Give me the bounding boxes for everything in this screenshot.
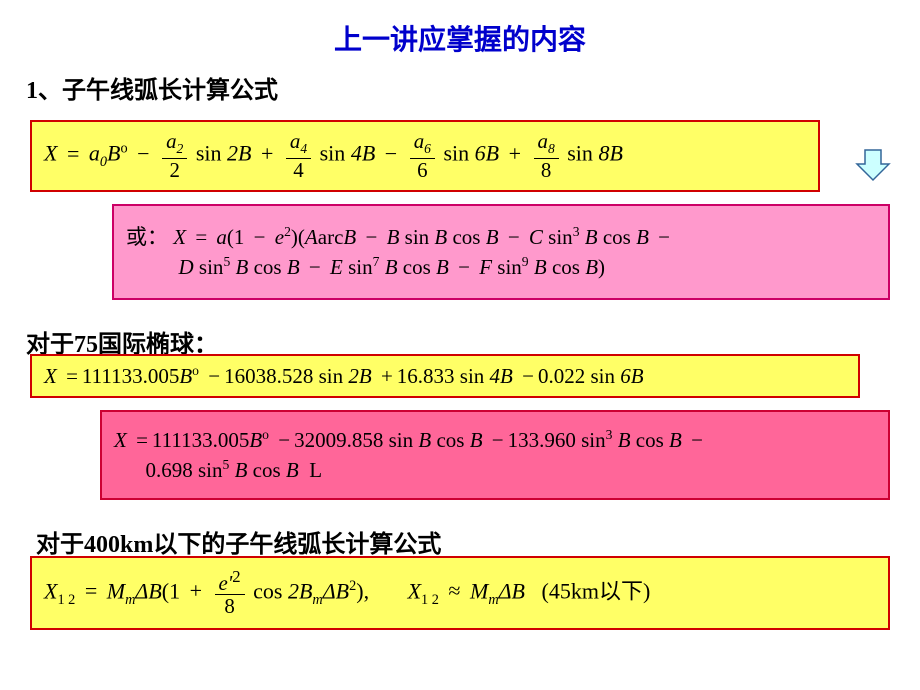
formula-2-content: 或： X = a(1 − e2)(AarcB − B sin B cos B −… bbox=[126, 222, 674, 283]
formula-4-content: X =111133.005Bo −32009.858 sin B cos B −… bbox=[114, 425, 707, 486]
page-title: 上一讲应掌握的内容 bbox=[0, 0, 920, 58]
formula-box-1: X = a0Bo − a22 sin 2B + a44 sin 4B − a66… bbox=[30, 120, 820, 192]
formula-5-note: (45km以下) bbox=[542, 578, 651, 603]
heading-1: 1、子午线弧长计算公式 bbox=[0, 70, 920, 105]
formula-box-5: X1 2 = MmΔB(1 + e'28 cos 2BmΔB2), X1 2 ≈… bbox=[30, 556, 890, 630]
formula-box-3: X =111133.005Bo −16038.528 sin 2B +16.83… bbox=[30, 354, 860, 398]
arrow-icon bbox=[852, 148, 894, 182]
formula-3-content: X =111133.005Bo −16038.528 sin 2B +16.83… bbox=[44, 361, 644, 391]
formula-2-prefix: 或： bbox=[126, 225, 168, 249]
formula-box-2: 或： X = a(1 − e2)(AarcB − B sin B cos B −… bbox=[112, 204, 890, 300]
formula-5-content: X1 2 = MmΔB(1 + e'28 cos 2BmΔB2), X1 2 ≈… bbox=[44, 568, 650, 619]
heading-3: 对于400km以下的子午线弧长计算公式 bbox=[10, 524, 441, 559]
formula-box-4: X =111133.005Bo −32009.858 sin B cos B −… bbox=[100, 410, 890, 500]
formula-1-content: X = a0Bo − a22 sin 2B + a44 sin 4B − a66… bbox=[44, 130, 623, 181]
